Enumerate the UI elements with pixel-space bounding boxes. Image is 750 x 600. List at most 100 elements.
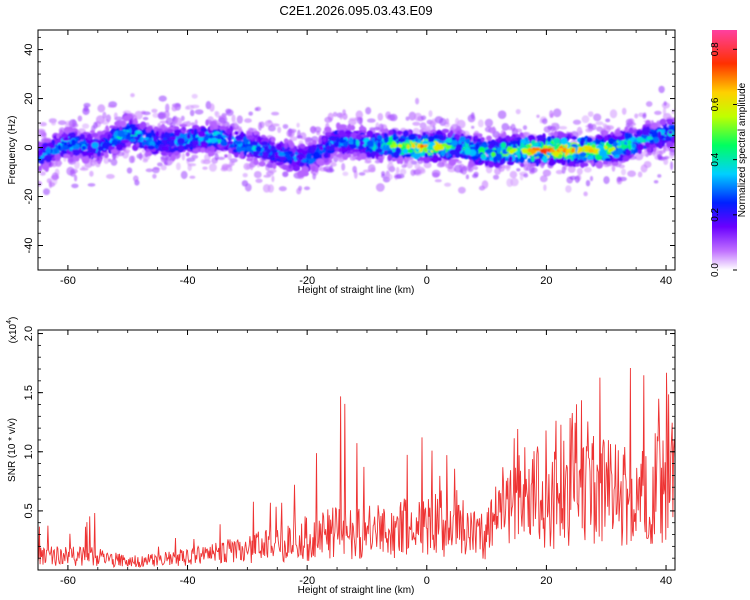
heat-peak <box>549 148 556 153</box>
heat-cell <box>110 158 118 166</box>
heat-cell <box>614 132 623 137</box>
heat-cell <box>51 157 56 162</box>
heat-cell <box>54 153 61 161</box>
heat-cell <box>659 118 667 126</box>
heat-cell <box>522 125 528 130</box>
heat-cell <box>559 133 568 138</box>
heat-cell <box>586 142 591 147</box>
heat-peak <box>508 149 514 155</box>
heat-cell <box>164 158 169 166</box>
heat-cell <box>407 149 414 154</box>
heat-cell <box>214 153 219 161</box>
heat-cell <box>535 159 540 167</box>
heat-cell <box>160 133 165 139</box>
heat-cell <box>305 153 312 160</box>
heat-cell <box>585 180 591 187</box>
heat-cell <box>335 154 343 158</box>
colorbar-ticks: 0.0 0.2 0.4 0.6 0.8 <box>710 42 737 277</box>
heat-cell <box>666 119 674 125</box>
heat-cell <box>474 135 479 140</box>
heat-cell <box>661 129 666 134</box>
heat-cell <box>191 93 198 99</box>
colorbar-tick-label: 0.8 <box>710 42 721 56</box>
heat-cell <box>357 140 365 146</box>
heat-cell <box>91 142 99 149</box>
x-tick-label: 0 <box>424 575 430 587</box>
heat-cell <box>297 153 304 161</box>
heat-cell <box>651 131 659 139</box>
heat-cell <box>509 170 518 179</box>
heat-cell <box>422 132 427 137</box>
heat-cell <box>339 138 343 143</box>
heat-cell <box>170 154 176 162</box>
heat-cell <box>567 165 576 173</box>
heat-cell <box>670 125 675 130</box>
heat-cell <box>637 143 644 151</box>
heat-cell <box>72 149 81 156</box>
heat-cell <box>379 157 383 163</box>
heat-peak <box>441 143 448 147</box>
heat-cell <box>403 156 409 164</box>
heat-cell <box>583 191 588 197</box>
heat-cell <box>71 139 76 146</box>
heat-cell <box>82 107 90 116</box>
heat-cell <box>627 144 632 150</box>
heat-cell <box>108 146 114 151</box>
heat-cell <box>236 115 243 124</box>
heat-cell <box>218 117 226 123</box>
heat-cell <box>262 151 269 159</box>
heat-cell <box>348 119 357 126</box>
heat-cell <box>362 169 371 173</box>
heat-cell <box>522 131 531 136</box>
heat-cell <box>640 151 649 157</box>
heat-cell <box>413 112 422 122</box>
heat-cell <box>90 159 96 167</box>
heat-cell <box>105 114 111 123</box>
heat-cell <box>465 174 469 180</box>
heat-cell <box>93 153 98 159</box>
heat-cell <box>472 173 479 179</box>
heat-cell <box>603 176 610 185</box>
heat-cell <box>226 109 234 116</box>
heat-cell <box>270 123 280 127</box>
heat-cell <box>214 110 219 117</box>
heat-cell <box>142 141 146 147</box>
heat-cell <box>571 143 578 148</box>
heat-cell <box>270 145 276 152</box>
heat-cell <box>404 153 412 158</box>
heat-cell <box>428 110 433 117</box>
heat-cell <box>445 118 450 125</box>
heat-cell <box>662 107 667 116</box>
heat-peak <box>521 149 528 154</box>
heat-cell <box>527 158 532 164</box>
heat-cell <box>255 178 263 183</box>
heat-cell <box>303 186 311 191</box>
heat-cell <box>551 122 557 126</box>
heat-cell <box>622 155 630 162</box>
heat-cell <box>550 113 554 118</box>
heat-cell <box>488 160 495 168</box>
heat-cell <box>515 128 523 133</box>
heat-cell <box>251 141 259 146</box>
heat-cell <box>104 152 109 159</box>
heat-cell <box>277 126 282 133</box>
heat-cell <box>546 136 552 142</box>
heat-cell <box>650 122 659 130</box>
heat-cell <box>103 156 110 164</box>
heat-cell <box>595 161 604 169</box>
heat-cell <box>249 161 254 171</box>
heat-cell <box>519 132 524 138</box>
heat-cell <box>67 143 73 148</box>
heat-cell <box>205 119 209 126</box>
heat-cell <box>621 107 627 115</box>
heat-cell <box>595 121 604 126</box>
heat-cell <box>339 112 343 120</box>
heat-cell <box>484 118 493 128</box>
heat-cell <box>244 183 252 192</box>
heat-cell <box>165 103 170 113</box>
heat-cell <box>356 117 363 124</box>
heat-cell <box>497 110 507 119</box>
heat-cell <box>670 161 674 171</box>
heat-peak <box>534 147 540 151</box>
heat-cell <box>658 85 665 94</box>
